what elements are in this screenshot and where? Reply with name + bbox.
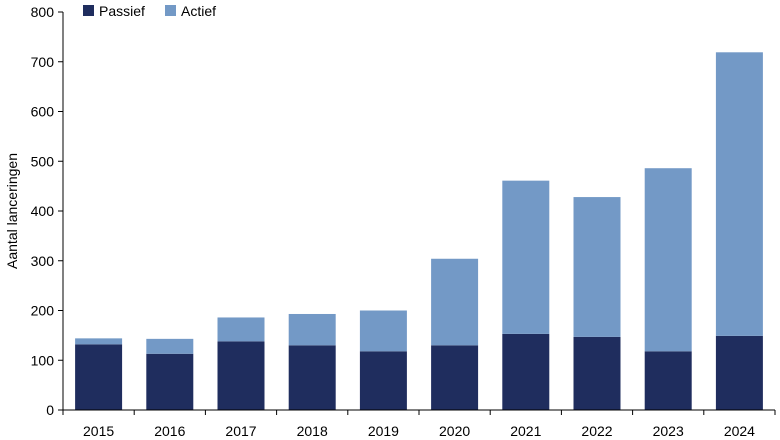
bar-passief-2020: [431, 345, 479, 410]
bar-actief-2017: [217, 317, 265, 342]
x-tick-label: 2022: [581, 423, 612, 439]
bar-actief-2021: [502, 180, 550, 334]
bar-passief-2018: [288, 345, 336, 410]
bar-passief-2019: [359, 351, 407, 410]
x-tick-label: 2020: [439, 423, 470, 439]
x-tick-label: 2016: [154, 423, 185, 439]
bar-passief-2017: [217, 341, 265, 410]
bar-actief-2018: [288, 313, 336, 346]
y-tick-label: 500: [31, 153, 55, 169]
bar-passief-2024: [715, 335, 763, 410]
x-tick-label: 2015: [83, 423, 114, 439]
bar-actief-2020: [431, 258, 479, 346]
bar-actief-2022: [573, 197, 621, 337]
bar-passief-2022: [573, 336, 621, 410]
legend-swatch-passief: [83, 5, 94, 16]
legend-label-actief: Actief: [181, 3, 216, 19]
y-axis-title: Aantal lanceringen: [4, 153, 20, 269]
y-axis-ticks: 0 100 200 300 400 500 600 700 800: [31, 4, 63, 418]
legend-label-passief: Passief: [99, 3, 145, 19]
y-tick-label: 800: [31, 4, 55, 20]
y-tick-label: 100: [31, 352, 55, 368]
bar-passief-2023: [644, 351, 692, 410]
y-tick-label: 0: [46, 402, 54, 418]
x-axis-ticks: 2015 2016 2017 2018 2019 2020 2021 2022 2023 2024: [62, 410, 776, 439]
x-tick-label: 2021: [510, 423, 541, 439]
x-tick-label: 2019: [368, 423, 399, 439]
bar-actief-2019: [359, 310, 407, 352]
bar-actief-2023: [644, 168, 692, 352]
x-tick-label: 2024: [724, 423, 755, 439]
y-tick-label: 200: [31, 303, 55, 319]
bar-actief-2015: [75, 338, 123, 345]
bar-passief-2021: [502, 333, 550, 410]
y-tick-label: 400: [31, 203, 55, 219]
x-tick-label: 2018: [297, 423, 328, 439]
legend-swatch-actief: [165, 5, 176, 16]
bars: [75, 52, 763, 410]
y-tick-label: 600: [31, 104, 55, 120]
bar-passief-2015: [75, 344, 123, 410]
y-tick-label: 700: [31, 54, 55, 70]
bar-passief-2016: [146, 353, 194, 410]
y-tick-label: 300: [31, 253, 55, 269]
x-tick-label: 2023: [653, 423, 684, 439]
legend: Passief Actief: [83, 3, 216, 19]
bar-actief-2024: [715, 52, 763, 336]
x-tick-label: 2017: [225, 423, 256, 439]
bar-actief-2016: [146, 338, 194, 354]
